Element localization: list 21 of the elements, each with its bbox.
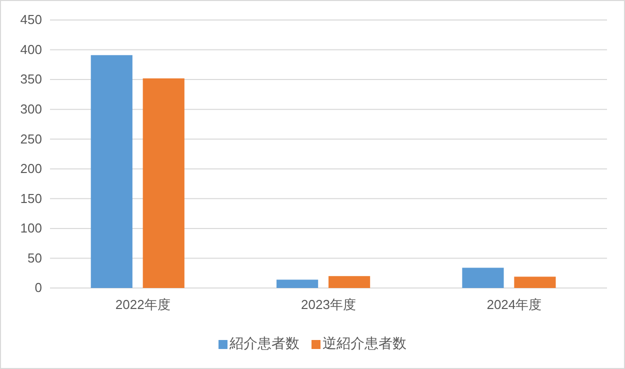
bar [514, 276, 556, 288]
bar [276, 280, 318, 288]
y-tick-label: 150 [20, 190, 42, 206]
x-tick-label: 2023年度 [301, 297, 356, 312]
y-tick-label: 0 [34, 280, 42, 296]
y-tick-label: 200 [20, 161, 42, 176]
y-tick-label: 400 [20, 42, 42, 57]
bar [142, 78, 184, 288]
y-tick-label: 50 [28, 250, 42, 266]
x-tick-label: 2022年度 [115, 297, 170, 312]
y-tick-label: 250 [20, 131, 42, 146]
y-tick-label: 450 [20, 12, 42, 28]
y-tick-label: 100 [20, 220, 42, 236]
bar [328, 276, 370, 288]
x-tick-label: 2024年度 [486, 297, 542, 312]
bar [90, 55, 132, 288]
y-tick-label: 350 [20, 72, 42, 87]
legend-label: 逆紹介患者数 [322, 336, 406, 352]
legend-label: 紹介患者数 [228, 336, 300, 352]
y-tick-label: 300 [20, 101, 42, 116]
bar [462, 268, 504, 288]
